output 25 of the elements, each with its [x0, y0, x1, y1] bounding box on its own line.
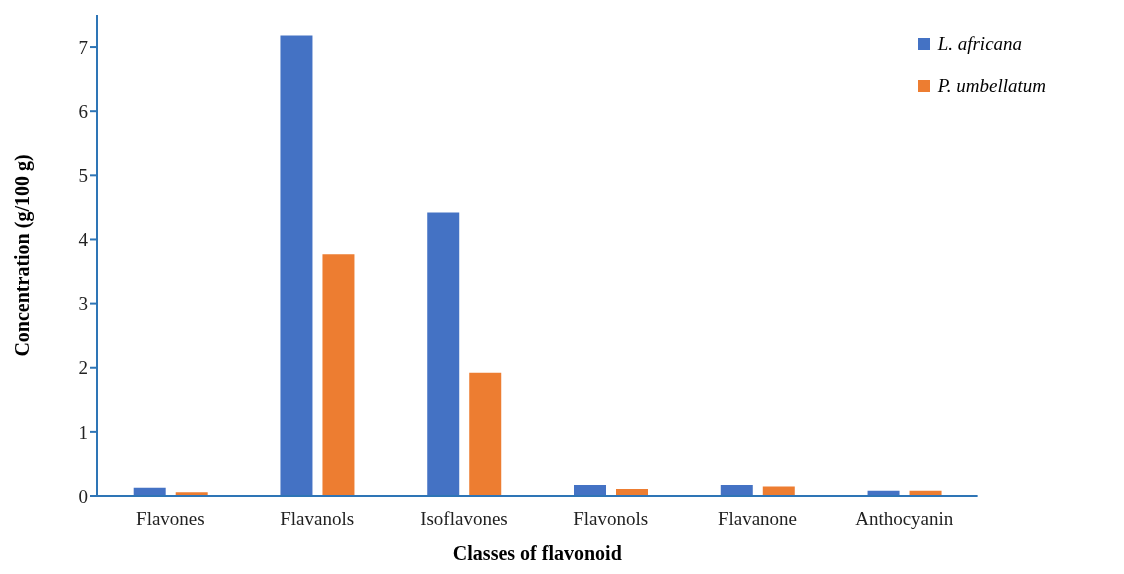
x-tick-label: Flavanols	[280, 508, 355, 530]
y-tick-label: 4	[78, 229, 89, 251]
x-tick-label: Flavanone	[717, 508, 798, 530]
bar	[427, 212, 460, 496]
y-tick-label: 3	[78, 293, 88, 315]
legend-label: P. umbellatum	[937, 75, 1046, 97]
x-tick-label: Flavones	[136, 508, 205, 530]
y-tick-label: 1	[78, 421, 88, 443]
y-tick-label: 2	[78, 357, 88, 379]
y-tick-label: 6	[78, 100, 88, 122]
y-tick-label: 5	[78, 165, 88, 187]
bar	[574, 485, 607, 496]
bar	[720, 485, 753, 496]
x-axis-title: Classes of flavonoid	[452, 542, 622, 564]
bar	[762, 486, 795, 496]
bar	[280, 35, 313, 496]
y-axis-title: Concentration (g/100 g)	[11, 154, 35, 357]
x-tick-label: Anthocyanin	[855, 508, 954, 530]
y-tick-label: 0	[78, 485, 88, 507]
bar	[469, 372, 502, 496]
legend-label: L. africana	[937, 33, 1023, 55]
y-tick-label: 7	[78, 36, 88, 58]
x-tick-label: Isoflavones	[420, 508, 508, 530]
x-tick-label: Flavonols	[573, 508, 649, 530]
bar	[322, 254, 355, 496]
